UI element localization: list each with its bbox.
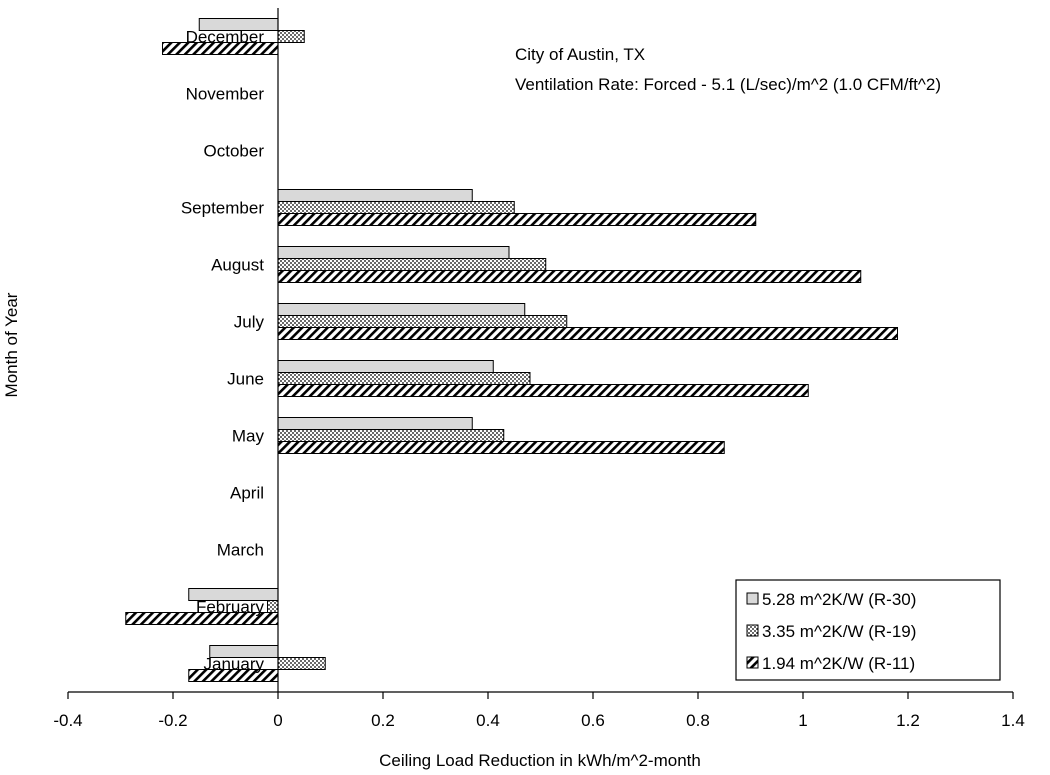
bar-september-series-1 xyxy=(277,189,473,202)
x-tick-label: 1.4 xyxy=(1001,711,1025,730)
legend-label-r19: 3.35 m^2K/W (R-19) xyxy=(762,622,916,641)
category-label-march: March xyxy=(217,541,264,560)
bar-august-series-1 xyxy=(277,246,510,259)
bar-july-series-1 xyxy=(277,303,526,316)
bars-layer xyxy=(125,18,898,682)
bar-august-series-2 xyxy=(277,258,547,271)
category-label-december: December xyxy=(186,28,265,47)
legend-swatch-r30 xyxy=(746,592,759,605)
category-label-may: May xyxy=(232,427,265,446)
annotation-city: City of Austin, TX xyxy=(515,45,645,64)
x-tick-label: 0.6 xyxy=(581,711,605,730)
bar-june-series-3 xyxy=(277,384,809,397)
x-tick-label: 1.2 xyxy=(896,711,920,730)
annotation-ventilation: Ventilation Rate: Forced - 5.1 (L/sec)/m… xyxy=(515,75,941,94)
x-tick-label: -0.2 xyxy=(158,711,187,730)
bar-july-series-2 xyxy=(277,315,568,328)
x-axis-title: Ceiling Load Reduction in kWh/m^2-month xyxy=(379,751,701,770)
legend-label-r11: 1.94 m^2K/W (R-11) xyxy=(762,654,915,673)
bar-january-series-2 xyxy=(277,657,326,670)
legend-swatch-r11 xyxy=(746,656,759,669)
category-label-february: February xyxy=(196,598,265,617)
bar-february-series-2 xyxy=(267,600,279,613)
bar-july-series-3 xyxy=(277,327,898,340)
x-tick-label: 1 xyxy=(798,711,807,730)
y-axis-title: Month of Year xyxy=(2,292,21,397)
bar-september-series-3 xyxy=(277,213,757,226)
bar-may-series-2 xyxy=(277,429,505,442)
x-tick-label: 0.8 xyxy=(686,711,710,730)
bar-september-series-2 xyxy=(277,201,515,214)
bar-june-series-1 xyxy=(277,360,494,373)
legend-swatch-r19 xyxy=(746,624,759,637)
category-label-april: April xyxy=(230,484,264,503)
category-label-november: November xyxy=(186,85,265,104)
category-label-june: June xyxy=(227,370,264,389)
legend: 5.28 m^2K/W (R-30) 3.35 m^2K/W (R-19) 1.… xyxy=(735,579,1001,681)
bar-may-series-1 xyxy=(277,417,473,430)
x-tick-label: 0 xyxy=(273,711,282,730)
category-label-september: September xyxy=(181,199,264,218)
bar-may-series-3 xyxy=(277,441,725,454)
legend-box xyxy=(735,579,1001,681)
x-tick-label: 0.2 xyxy=(371,711,395,730)
bar-december-series-2 xyxy=(277,30,305,43)
x-tick-label: -0.4 xyxy=(53,711,82,730)
category-label-august: August xyxy=(211,256,264,275)
x-axis-ticks: -0.4 -0.2 0 0.2 0.4 0.6 0.8 1 1.2 1.4 xyxy=(53,692,1025,730)
x-tick-label: 0.4 xyxy=(476,711,500,730)
category-label-july: July xyxy=(234,313,265,332)
bar-june-series-2 xyxy=(277,372,531,385)
category-label-october: October xyxy=(204,142,265,161)
category-label-january: January xyxy=(204,655,265,674)
bar-august-series-3 xyxy=(277,270,862,283)
legend-label-r30: 5.28 m^2K/W (R-30) xyxy=(762,590,916,609)
category-labels: January February March April May June July Augu… xyxy=(181,28,265,674)
